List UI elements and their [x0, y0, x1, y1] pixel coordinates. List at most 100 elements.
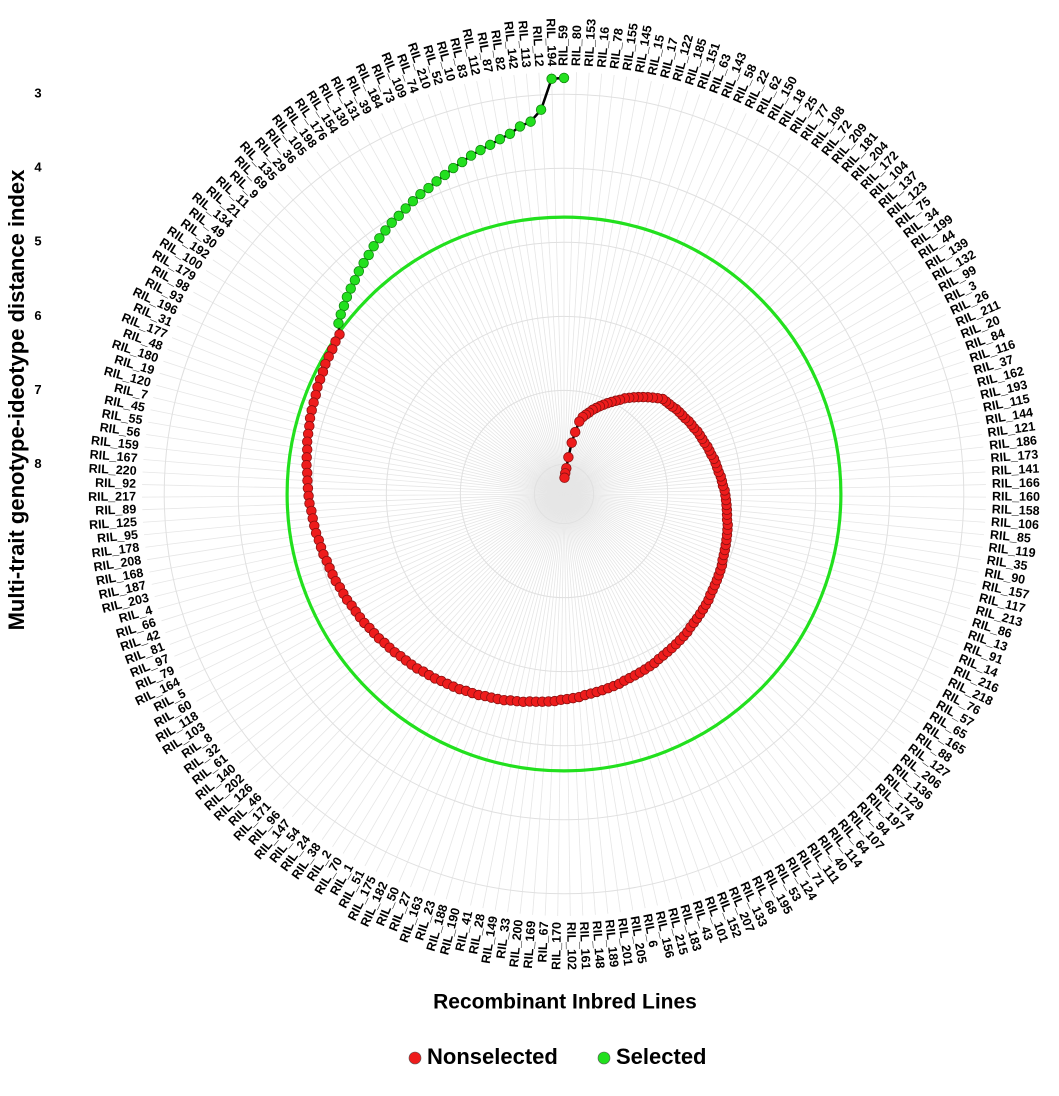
category-label: RIL_33	[494, 917, 513, 960]
spoke-grid-line	[563, 493, 977, 585]
spoke-grid-line	[264, 493, 565, 792]
spoke-grid-line	[404, 103, 565, 495]
category-label: RIL_89	[95, 502, 137, 518]
spoke-grid-line	[251, 210, 565, 495]
spoke-grid-line	[563, 493, 954, 657]
spoke-grid-line	[353, 493, 565, 861]
spoke-grid-line	[216, 493, 565, 734]
spoke-grid-line	[223, 493, 565, 744]
category-label: RIL_142	[501, 21, 521, 70]
selected-point	[363, 249, 374, 261]
selected-point	[415, 188, 426, 200]
nonselected-point	[563, 452, 574, 463]
spoke-grid-line	[563, 219, 886, 495]
spoke-grid-line	[563, 493, 855, 801]
selected-point	[439, 169, 451, 181]
spoke-grid-line	[563, 348, 961, 495]
category-label: RIL_16	[595, 26, 613, 68]
spoke-grid-line	[551, 72, 565, 495]
spoke-grid-line	[563, 493, 621, 913]
category-label: RIL_220	[88, 462, 137, 478]
spoke-grid-line	[193, 291, 565, 495]
spoke-grid-line	[563, 259, 916, 495]
spoke-grid-line	[563, 72, 590, 495]
spoke-grid-line	[144, 446, 565, 495]
spoke-grid-line	[159, 372, 565, 495]
spoke-grid-line	[563, 493, 963, 634]
category-label: RIL_35	[986, 553, 1029, 573]
spoke-grid-line	[190, 493, 565, 691]
spoke-grid-line	[563, 72, 577, 495]
spoke-grid-line	[563, 280, 929, 495]
spoke-grid-line	[337, 137, 565, 495]
spoke-grid-line	[563, 113, 747, 495]
spoke-grid-line	[163, 360, 565, 495]
y-tick-label: 7	[34, 382, 41, 397]
category-label: RIL_178	[91, 540, 140, 560]
y-tick-label: 5	[34, 234, 41, 249]
y-axis-title: Multi-trait genotype-ideotype distance i…	[4, 169, 29, 631]
selected-point	[423, 182, 434, 194]
category-label: RIL_78	[607, 27, 626, 69]
spoke-grid-line	[563, 493, 671, 903]
spoke-grid-line	[538, 72, 565, 495]
selected-point	[546, 73, 557, 85]
spoke-grid-line	[563, 493, 807, 841]
spoke-grid-line	[563, 291, 935, 495]
spoke-grid-line	[381, 113, 565, 495]
spoke-grid-line	[196, 493, 565, 702]
spoke-grid-line	[212, 259, 565, 495]
selected-point	[349, 274, 361, 286]
category-label: RIL_141	[991, 462, 1040, 478]
spoke-grid-line	[563, 493, 986, 523]
spoke-grid-line	[563, 493, 986, 498]
category-label: RIL_102	[564, 922, 579, 970]
spoke-grid-line	[563, 124, 769, 495]
spoke-grid-line	[142, 493, 565, 511]
spoke-grid-line	[342, 493, 565, 854]
spoke-grid-line	[563, 183, 851, 495]
spoke-grid-line	[563, 239, 901, 495]
spoke-grid-line	[563, 493, 634, 911]
spoke-grid-line	[563, 107, 736, 495]
spoke-grid-line	[427, 94, 565, 495]
selected-point	[393, 210, 404, 222]
spoke-grid-line	[148, 421, 565, 495]
spoke-grid-line	[563, 210, 877, 495]
selected-point	[475, 144, 486, 156]
spoke-grid-line	[563, 493, 753, 873]
spoke-grid-line	[563, 493, 786, 854]
spoke-grid-line	[563, 484, 986, 495]
spoke-grid-line	[563, 493, 981, 561]
spoke-grid-line	[563, 73, 603, 495]
selected-point	[484, 139, 496, 151]
category-label: RIL_92	[95, 476, 136, 491]
spoke-grid-line	[165, 493, 565, 634]
spoke-grid-line	[563, 302, 941, 495]
spoke-grid-line	[563, 144, 802, 495]
category-label: RIL_85	[989, 528, 1031, 546]
category-label: RIL_167	[89, 447, 138, 465]
spoke-grid-line	[563, 493, 890, 764]
category-label: RIL_169	[521, 920, 539, 969]
category-label: RIL_55	[101, 406, 144, 427]
spoke-grid-line	[563, 118, 758, 495]
spoke-grid-line	[563, 493, 944, 680]
spoke-grid-line	[392, 107, 565, 495]
spoke-grid-line	[157, 493, 565, 610]
spoke-grid-line	[563, 493, 932, 702]
spoke-grid-line	[563, 459, 985, 495]
selected-point	[504, 128, 516, 139]
legend-marker	[408, 1051, 422, 1065]
spoke-grid-line	[563, 192, 860, 495]
selected-point	[368, 241, 379, 252]
category-label: RIL_59	[556, 25, 570, 66]
category-label: RIL_125	[89, 515, 138, 532]
spoke-grid-line	[563, 493, 596, 915]
selected-point	[465, 150, 477, 161]
spoke-grid-line	[563, 493, 609, 914]
category-label: RIL_194	[544, 18, 559, 66]
spoke-grid-line	[161, 493, 565, 622]
spoke-grid-line	[563, 493, 983, 548]
